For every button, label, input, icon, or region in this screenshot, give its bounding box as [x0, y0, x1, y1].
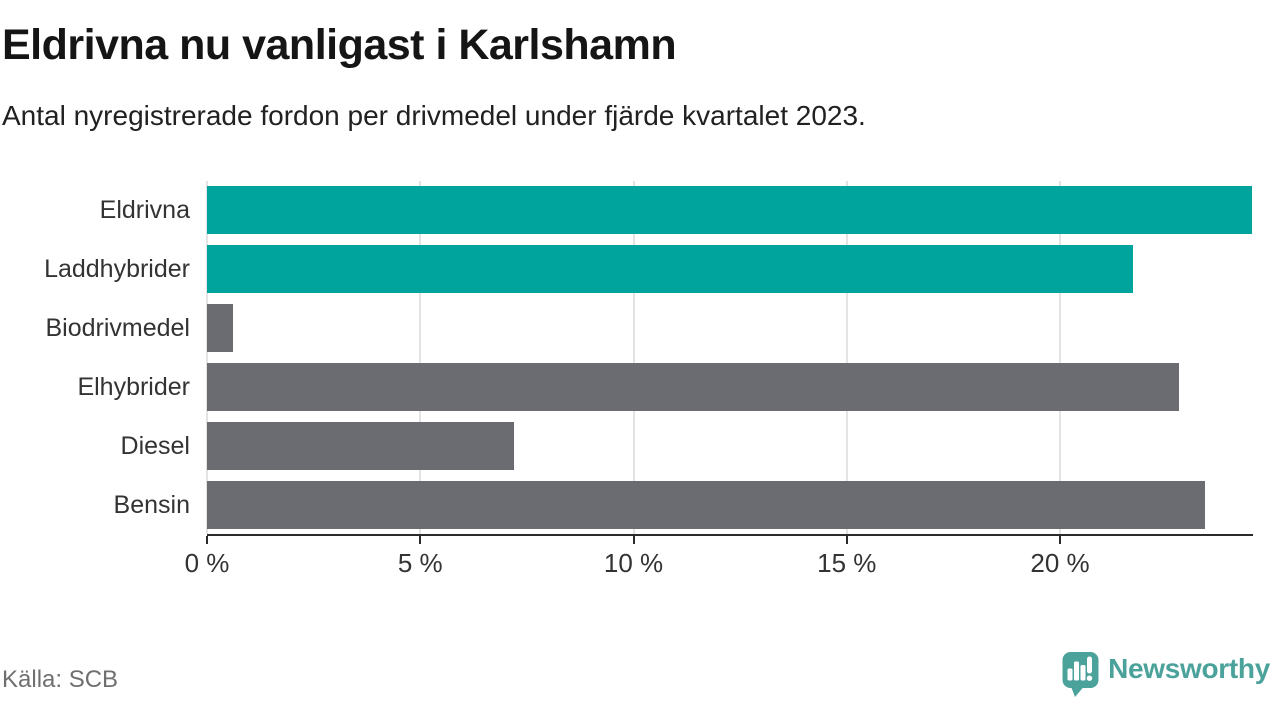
bar-bensin: [207, 480, 1206, 529]
newsworthy-logo: Newsworthy: [1062, 650, 1270, 698]
source-note: Källa: SCB: [2, 666, 119, 693]
x-axis-tick: [419, 536, 422, 544]
x-axis-tick-label: 5 %: [397, 548, 443, 578]
x-axis-tick-label: 20 %: [1030, 548, 1090, 578]
gridline: [419, 181, 422, 534]
x-axis-tick-label: 0 %: [184, 548, 230, 578]
x-axis-line: [207, 534, 1253, 536]
gridline: [1059, 181, 1062, 534]
x-axis-tick: [1059, 536, 1062, 544]
bar-biodrivmedel: [207, 304, 233, 353]
category-label: Laddhybrider: [44, 255, 190, 284]
bar-chart: Eldrivna Laddhybrider Biodrivmedel Elhybrid…: [0, 181, 1280, 591]
category-label: Elhybrider: [77, 372, 190, 401]
bar-elhybrider: [207, 362, 1180, 411]
x-axis-tick: [845, 536, 848, 544]
x-axis-tick: [206, 536, 208, 544]
x-axis-tick: [632, 536, 635, 544]
category-label: Diesel: [120, 431, 190, 460]
newsworthy-logo-text: Newsworthy: [1108, 653, 1270, 684]
chart-title: Eldrivna nu vanligast i Karlshamn: [2, 21, 677, 69]
x-axis-tick-label: 15 %: [817, 548, 877, 578]
bar-diesel: [207, 421, 515, 470]
gridline: [632, 181, 635, 534]
category-label: Biodrivmedel: [45, 314, 190, 343]
bar-eldrivna: [207, 186, 1252, 235]
category-label: Bensin: [113, 490, 190, 519]
x-axis-tick-label: 10 %: [603, 548, 664, 578]
gridline: [206, 181, 208, 534]
plot-area: [206, 181, 1252, 534]
bar-laddhybrider: [207, 245, 1133, 294]
chart-subtitle: Antal nyregistrerade fordon per drivmede…: [2, 100, 866, 131]
newsworthy-speech-bubble-chart-icon: [1062, 652, 1099, 697]
gridline: [845, 181, 848, 534]
category-label: Eldrivna: [99, 196, 190, 225]
